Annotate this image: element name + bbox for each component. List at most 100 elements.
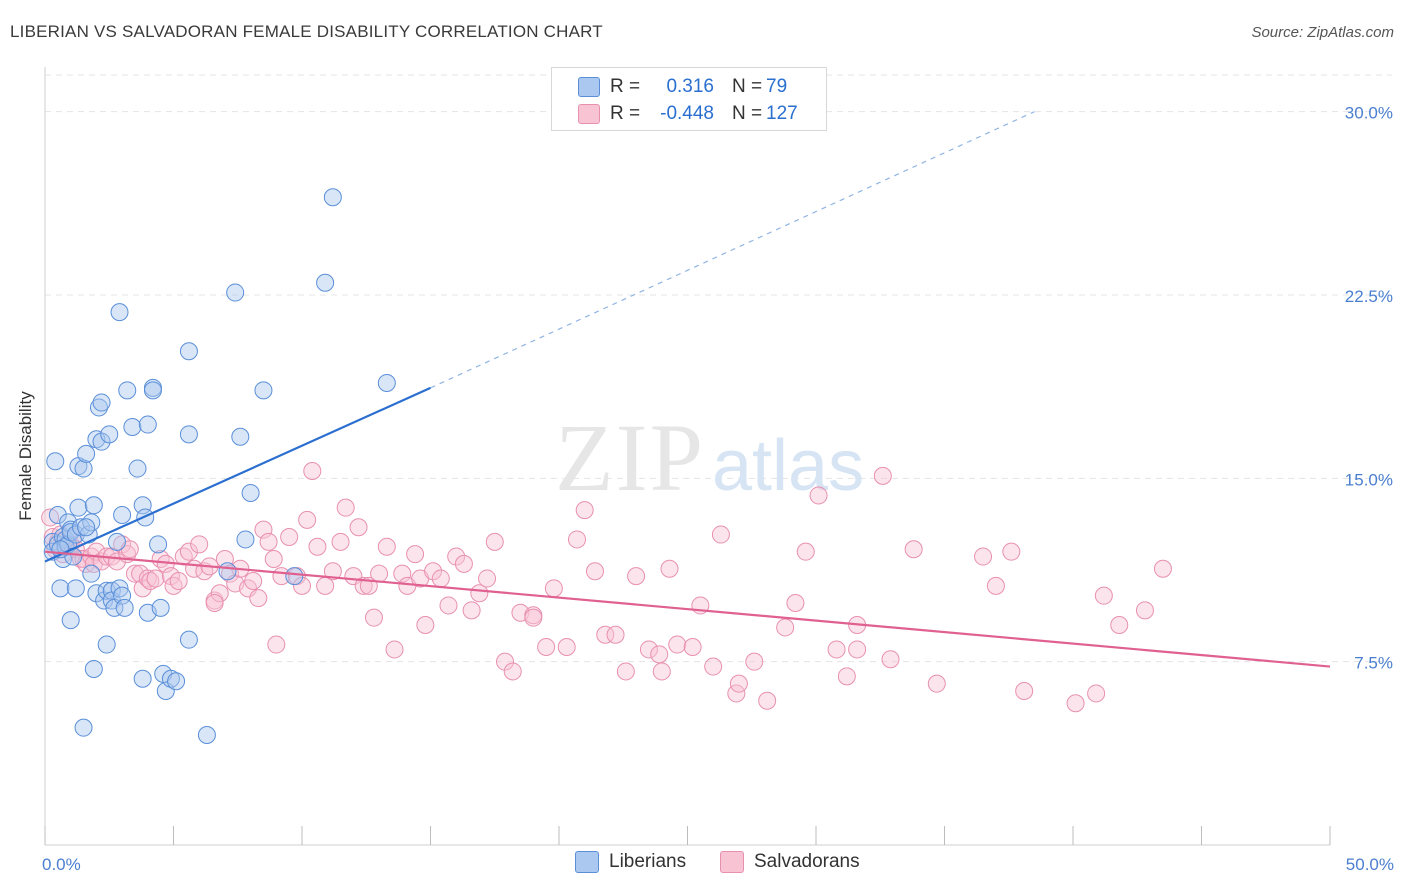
liberian-point	[77, 444, 96, 463]
liberian-point	[231, 427, 250, 446]
salvadoran-point	[331, 532, 350, 551]
liberian-point	[92, 393, 111, 412]
legend-item-salvadorans[interactable]: Salvadorans	[720, 851, 860, 873]
salvadoran-point	[639, 640, 658, 659]
liberians-n-label: N =	[732, 76, 763, 97]
salvadoran-point	[364, 608, 383, 627]
liberian-point	[71, 518, 90, 537]
liberian-point	[74, 459, 93, 478]
x-tick-label: 50.0%	[1346, 855, 1394, 874]
watermark-zip: ZIP	[555, 404, 705, 511]
salvadoran-point	[927, 674, 946, 693]
salvadoran-point	[745, 652, 764, 671]
salvadoran-point	[323, 562, 342, 581]
salvadoran-point	[496, 652, 515, 671]
salvadoran-point	[336, 498, 355, 517]
salvadoran-point	[406, 545, 425, 564]
salvadoran-point	[1094, 586, 1113, 605]
salvadoran-point	[133, 579, 152, 598]
liberian-point	[110, 579, 129, 598]
liberian-point	[69, 498, 88, 517]
salvadoran-point	[377, 537, 396, 556]
salvadoran-point	[462, 601, 481, 620]
salvadoran-point	[650, 645, 669, 664]
salvadoran-point	[190, 535, 209, 554]
liberian-point	[113, 506, 132, 524]
salvadoran-point	[1110, 616, 1129, 634]
salvadoran-point	[138, 569, 157, 588]
liberian-point	[84, 496, 103, 515]
liberians-n-value: 79	[766, 76, 788, 97]
liberian-point	[149, 535, 168, 554]
salvadoran-point	[146, 569, 165, 588]
salvadoran-point	[974, 547, 993, 566]
salvadoran-point	[424, 562, 443, 581]
salvadoran-point	[1066, 694, 1085, 713]
salvadoran-point	[776, 618, 795, 637]
liberian-point	[46, 452, 65, 471]
y-tick-label: 7.5%	[1354, 654, 1393, 673]
salvadoran-point	[848, 640, 867, 659]
salvadoran-point	[205, 594, 224, 612]
liberian-point	[115, 598, 134, 617]
salvadoran-point	[293, 576, 311, 595]
salvadoran-point	[454, 554, 473, 573]
liberian-point	[89, 398, 108, 417]
liberian-point	[285, 567, 304, 586]
liberian-point	[161, 669, 180, 688]
liberian-point	[97, 635, 116, 654]
salvadoran-point	[660, 559, 679, 578]
liberian-point	[77, 518, 96, 537]
salvadoran-point	[439, 596, 458, 615]
legend-item-liberians[interactable]: Liberians	[575, 851, 686, 873]
liberian-point	[323, 188, 342, 207]
liberian-point	[179, 630, 198, 649]
liberian-point	[254, 381, 273, 400]
salvadoran-point	[557, 638, 576, 656]
salvadorans-points	[41, 462, 1172, 713]
salvadoran-point	[470, 584, 489, 603]
salvadoran-point	[1002, 542, 1021, 561]
liberian-point	[151, 598, 170, 617]
salvadoran-point	[1153, 559, 1172, 578]
salvadoran-point	[478, 569, 497, 588]
salvadoran-point	[141, 572, 160, 590]
salvadoran-point	[169, 572, 188, 590]
liberian-point	[92, 432, 111, 451]
salvadoran-point	[244, 572, 263, 590]
salvadoran-point	[280, 528, 299, 546]
salvadoran-point	[349, 518, 368, 537]
salvadoran-point	[837, 667, 856, 686]
liberian-point	[82, 564, 101, 583]
liberians-legend-swatch	[578, 77, 600, 97]
liberians-r-value: 0.316	[666, 76, 714, 97]
salvadoran-point	[537, 638, 556, 656]
legend-row-salvadorans: R = -0.448 N = 127	[552, 101, 826, 127]
liberian-point	[61, 611, 80, 630]
liberian-point	[179, 342, 198, 361]
liberian-point	[51, 579, 70, 598]
salvadoran-point	[249, 589, 268, 608]
salvadoran-point	[264, 550, 283, 568]
salvadoran-point	[485, 532, 504, 551]
liberian-point	[110, 303, 129, 322]
liberian-point	[377, 374, 396, 392]
salvadoran-point	[1135, 601, 1154, 620]
salvadoran-point	[758, 691, 777, 710]
salvadoran-point	[1087, 684, 1106, 703]
salvadorans-n-value: 127	[766, 103, 798, 124]
salvadoran-point	[873, 466, 892, 485]
salvadoran-point	[298, 510, 317, 529]
salvadoran-point	[447, 547, 466, 566]
salvadoran-point	[524, 608, 543, 627]
salvadorans-legend-swatch	[578, 104, 600, 124]
salvadoran-point	[267, 635, 286, 654]
liberian-point	[100, 425, 119, 444]
salvadoran-point	[668, 635, 687, 654]
liberian-point	[133, 669, 152, 688]
salvadoran-point	[627, 567, 646, 586]
salvadorans-swatch	[720, 851, 744, 873]
legend-row-liberians: R = 0.316 N = 79	[552, 74, 826, 100]
liberian-point	[167, 672, 186, 691]
